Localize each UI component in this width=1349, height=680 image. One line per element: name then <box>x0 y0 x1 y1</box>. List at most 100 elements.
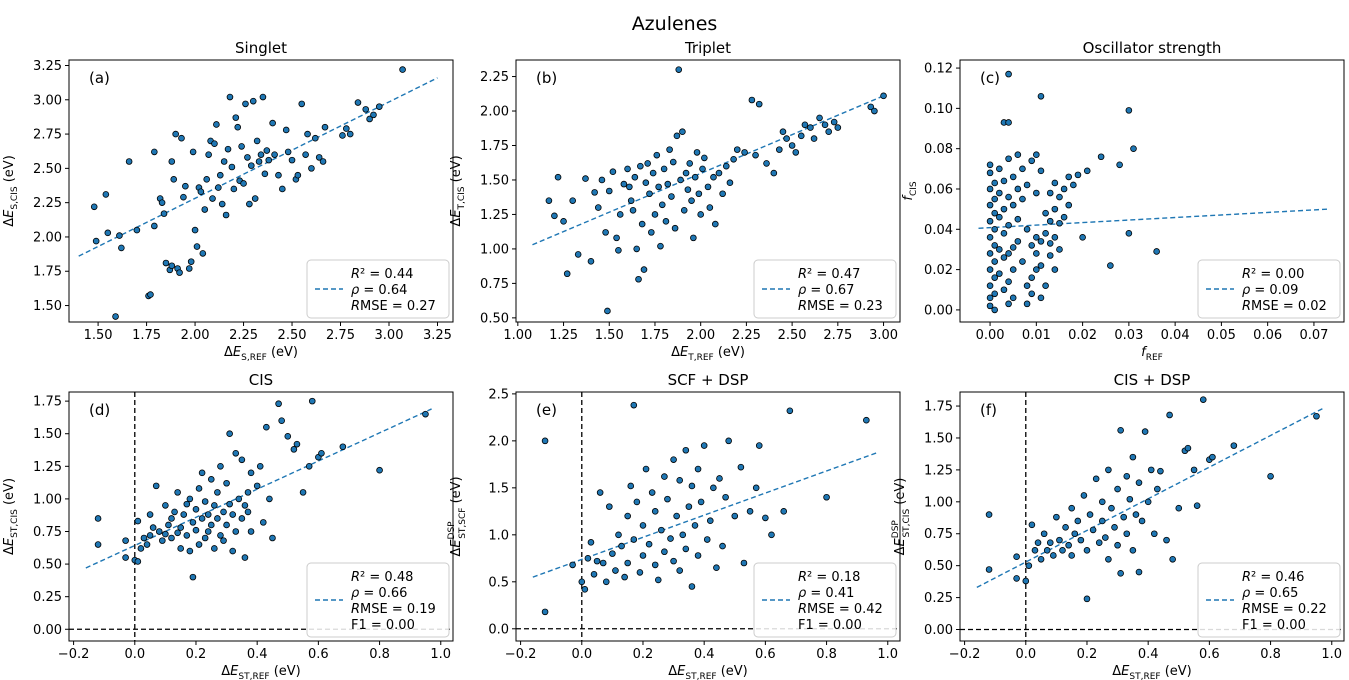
x-tick-label: 2.25 <box>732 328 761 343</box>
data-point <box>783 135 790 142</box>
y-tick-label: 1.0 <box>488 528 509 543</box>
data-point <box>797 132 805 140</box>
data-point <box>133 226 141 234</box>
data-point <box>1105 466 1112 474</box>
x-tick-label: 1.25 <box>549 328 578 343</box>
data-point <box>644 160 651 167</box>
data-point <box>1037 294 1045 302</box>
data-point <box>752 151 759 159</box>
data-point <box>986 234 994 241</box>
data-point <box>631 173 639 181</box>
data-point <box>298 100 306 108</box>
data-point <box>596 489 604 496</box>
data-point <box>241 502 249 509</box>
data-point <box>422 410 429 418</box>
data-point <box>1141 428 1149 435</box>
data-point <box>1046 539 1054 546</box>
data-point <box>680 207 688 214</box>
x-tick-label: 0.0 <box>1015 647 1036 662</box>
data-point <box>541 608 549 616</box>
data-point <box>599 559 607 567</box>
legend-box <box>1197 259 1341 319</box>
data-point <box>985 566 993 573</box>
data-point <box>627 482 635 490</box>
data-point <box>710 173 717 181</box>
data-point <box>178 134 185 142</box>
data-point <box>1000 254 1008 261</box>
data-point <box>201 206 209 213</box>
data-point <box>1037 167 1045 175</box>
data-point <box>554 173 562 181</box>
data-point <box>278 417 285 424</box>
data-point <box>640 266 648 273</box>
data-point <box>685 503 693 510</box>
legend-entry: R² = 0.48 <box>351 570 413 585</box>
data-point <box>284 433 292 440</box>
data-point <box>730 155 737 163</box>
data-point <box>218 200 226 208</box>
data-point <box>204 511 212 518</box>
data-point <box>563 270 571 278</box>
data-point <box>265 156 273 164</box>
data-point <box>1005 70 1012 78</box>
data-point <box>694 465 702 473</box>
data-point <box>1060 185 1068 193</box>
data-point <box>673 512 680 520</box>
data-point <box>183 500 191 508</box>
data-point <box>725 437 732 445</box>
x-axis-label: ΔEST,REF (eV) <box>668 664 748 680</box>
data-point <box>211 502 218 509</box>
legend-entry: RMSE = 0.23 <box>798 299 883 314</box>
data-point <box>871 107 878 115</box>
data-point <box>1126 495 1134 503</box>
data-point <box>346 130 354 138</box>
x-tick-label: 3.00 <box>869 328 898 343</box>
data-point <box>679 128 686 136</box>
data-point <box>1000 230 1008 237</box>
data-point <box>318 449 325 457</box>
data-point <box>560 218 567 225</box>
data-point <box>229 511 236 518</box>
data-point <box>1033 189 1040 197</box>
data-point <box>713 564 720 572</box>
data-point <box>1086 511 1094 518</box>
data-point <box>1144 498 1152 506</box>
y-tick-label: 3.00 <box>33 93 62 108</box>
data-point <box>668 193 675 200</box>
data-point <box>1068 552 1075 559</box>
data-point <box>676 567 683 574</box>
data-point <box>215 184 222 191</box>
data-point <box>1129 547 1137 554</box>
x-tick-label: 0.2 <box>186 647 207 662</box>
x-tick-label: 0.6 <box>1199 647 1220 662</box>
data-point <box>630 536 638 543</box>
x-tick-label: 2.00 <box>181 328 210 343</box>
data-point <box>253 482 261 490</box>
x-tick-label: −0.2 <box>949 647 981 662</box>
x-tick-label: 2.25 <box>229 328 258 343</box>
data-point <box>290 446 298 453</box>
data-point <box>1013 575 1020 582</box>
data-point <box>1169 555 1176 563</box>
data-point <box>616 211 624 218</box>
data-point <box>703 536 711 543</box>
data-point <box>666 146 673 153</box>
chart-panel: 1.00 1.25 1.50 1.75 2.00 2.25 2.50 2.75 3.00 0.50… <box>449 39 901 363</box>
x-tick-label: 2.50 <box>778 328 807 343</box>
y-tick-label: 1.00 <box>924 495 953 510</box>
y-tick-label: 0.02 <box>924 263 953 278</box>
data-point <box>168 262 176 270</box>
data-point <box>1023 225 1031 233</box>
x-tick-label: 0.8 <box>369 647 390 662</box>
y-axis-label: fCIS <box>901 181 919 201</box>
data-point <box>746 508 754 515</box>
data-point <box>170 176 178 183</box>
data-point <box>294 171 302 179</box>
x-tick-label: 0.07 <box>1299 328 1328 343</box>
data-point <box>823 493 830 501</box>
data-point <box>244 508 252 516</box>
